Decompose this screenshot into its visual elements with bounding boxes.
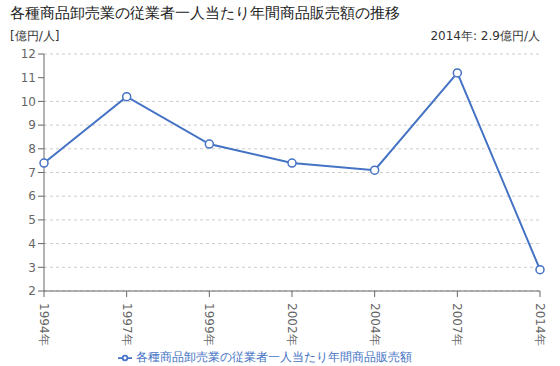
svg-text:6: 6 <box>28 189 36 203</box>
svg-text:2004年: 2004年 <box>368 303 382 346</box>
svg-text:9: 9 <box>28 118 36 132</box>
svg-text:4: 4 <box>28 237 36 251</box>
svg-text:11: 11 <box>21 71 36 85</box>
svg-text:1999年: 1999年 <box>202 303 216 346</box>
svg-text:2002年: 2002年 <box>285 303 299 346</box>
svg-text:2007年: 2007年 <box>450 303 464 346</box>
svg-text:10: 10 <box>21 95 36 109</box>
html-text:2014年: 2.9億円/人: 2014年: 2.9億円/人 <box>430 29 540 43</box>
html-text:各種商品卸売業の従業者一人当たり年間商品販売額: 各種商品卸売業の従業者一人当たり年間商品販売額 <box>136 350 412 364</box>
svg-text:2014年: 2014年 <box>533 303 547 346</box>
svg-text:1994年: 1994年 <box>37 303 51 346</box>
html-text:各種商品卸売業の従業者一人当たり年間商品販売額の推移: 各種商品卸売業の従業者一人当たり年間商品販売額の推移 <box>10 4 400 22</box>
svg-text:8: 8 <box>28 142 36 156</box>
svg-text:3: 3 <box>28 261 36 275</box>
svg-text:12: 12 <box>21 47 36 61</box>
svg-text:2: 2 <box>28 284 36 298</box>
html-text:[億円/人]: [億円/人] <box>10 29 60 43</box>
svg-text:1997年: 1997年 <box>120 303 134 346</box>
svg-text:7: 7 <box>28 166 36 180</box>
svg-text:5: 5 <box>28 213 36 227</box>
